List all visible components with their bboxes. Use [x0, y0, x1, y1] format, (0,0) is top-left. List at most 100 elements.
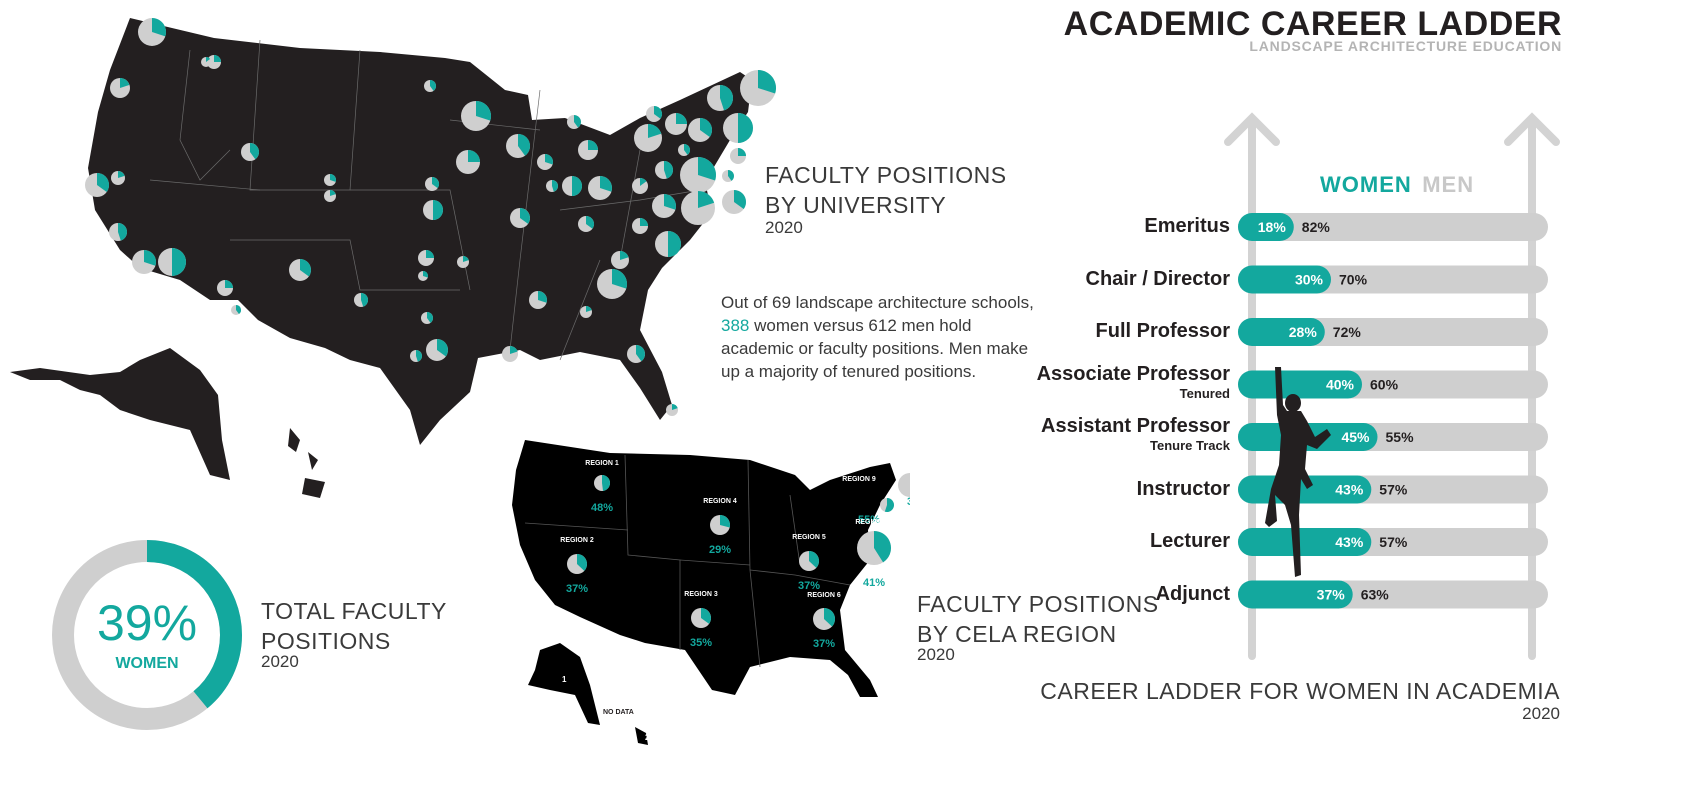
school-pie-39	[588, 176, 612, 200]
bar-men-emeritus	[1238, 213, 1548, 241]
school-pie-29-women-slice	[520, 208, 530, 224]
bar-women-chair-director	[1238, 265, 1331, 294]
school-pie-57	[722, 170, 734, 182]
school-pie-22	[457, 256, 469, 268]
bar-men-label-adjunct: 63%	[1361, 587, 1390, 603]
cela-region-borders	[524, 454, 851, 668]
cela-region-pies: REGION 1 48% REGION 2 37% REGION 3 35% REGION …	[560, 458, 910, 650]
school-pie-3	[207, 55, 221, 69]
cela-region-10-value: 41%	[863, 577, 885, 589]
school-pie-21-women-slice	[423, 271, 428, 278]
school-pie-14	[324, 174, 336, 186]
bar-men-label-emeritus: 82%	[1302, 219, 1331, 235]
school-pie-55	[681, 191, 715, 225]
bar-men-label-full-professor: 72%	[1333, 324, 1362, 340]
ladder-year: 2020	[1522, 704, 1560, 723]
summary-text: Out of 69 landscape architecture schools…	[721, 291, 1051, 383]
school-pie-27-women-slice	[468, 150, 480, 162]
summary-line4: up a majority of tenured positions.	[721, 362, 977, 381]
bar-men-label-associate-professor: 60%	[1370, 377, 1399, 393]
school-pie-36-women-slice	[588, 140, 598, 150]
ladder-label-instructor: Instructor	[1136, 477, 1230, 500]
school-pie-13	[289, 259, 312, 281]
school-pie-53-women-slice	[700, 118, 712, 138]
school-pie-8-women-slice	[118, 223, 127, 241]
school-pie-23-women-slice	[427, 312, 433, 323]
summary-line2: women versus 612 men hold	[754, 316, 972, 335]
school-pie-59-women-slice	[738, 113, 753, 143]
cela-alaska-shape	[528, 643, 600, 725]
school-pie-56-women-slice	[720, 85, 733, 111]
ladder-label-emeritus: Emeritus	[1144, 215, 1230, 237]
university-caption-line1: FACULTY POSITIONS	[765, 162, 1007, 188]
school-pie-56	[707, 85, 733, 111]
school-pie-53	[688, 118, 712, 142]
cela-region-2-value: 37%	[566, 583, 588, 595]
school-pie-28-women-slice	[518, 134, 530, 156]
bar-men-label-assistant-professor: 55%	[1386, 429, 1415, 445]
school-pie-10-women-slice	[172, 248, 186, 276]
cela-region-7-label: REGION 7	[885, 458, 910, 465]
school-pie-62	[666, 404, 678, 416]
school-pie-50	[655, 231, 681, 257]
school-pie-52-women-slice	[684, 144, 691, 155]
school-pie-22-women-slice	[463, 256, 469, 262]
cela-alaska-label: 1	[562, 675, 567, 684]
school-pie-31-women-slice	[538, 291, 547, 303]
page-subtitle: LANDSCAPE ARCHITECTURE EDUCATION	[1249, 38, 1562, 54]
bar-women-label-emeritus: 18%	[1258, 219, 1287, 235]
school-pie-61-women-slice	[758, 70, 776, 94]
school-pie-24	[426, 339, 449, 361]
cela-region-5-pie	[799, 551, 819, 571]
cela-region-5-label: REGION 5	[792, 534, 826, 541]
school-pie-12	[231, 305, 242, 315]
school-pie-5	[241, 143, 259, 161]
school-pie-36	[578, 140, 598, 160]
total-caption: TOTAL FACULTY POSITIONS	[261, 596, 447, 656]
cela-hawaii-shape	[635, 727, 648, 745]
school-pie-58	[722, 190, 746, 214]
summary-line1: Out of 69 landscape architecture schools…	[721, 293, 1034, 312]
cela-region-10-pie	[857, 531, 891, 565]
cela-caption: FACULTY POSITIONS BY CELA REGION	[917, 589, 1159, 649]
bar-women-label-lecturer: 43%	[1335, 534, 1364, 550]
school-pie-47	[634, 124, 662, 152]
school-pie-19-women-slice	[433, 200, 443, 220]
school-pie-41	[597, 269, 627, 299]
donut-center-value: 39%	[97, 595, 197, 651]
school-pie-49-women-slice	[664, 194, 676, 210]
cela-region-9-label: REGION 9	[842, 476, 876, 483]
cela-region-3-pie-women-slice	[701, 608, 711, 624]
school-pie-38-women-slice	[586, 306, 592, 312]
cela-region-6-value: 37%	[813, 638, 835, 650]
school-pie-6	[85, 173, 109, 197]
school-pie-8	[109, 223, 127, 241]
school-pie-47-women-slice	[648, 124, 662, 138]
total-donut-chart: 39% WOMEN	[52, 540, 242, 730]
total-caption-line2: POSITIONS	[261, 628, 391, 654]
school-pie-45-women-slice	[636, 345, 645, 362]
school-pie-14-women-slice	[330, 174, 336, 182]
school-pie-2-women-slice	[120, 78, 130, 88]
cela-region-9-pie	[880, 498, 894, 512]
ladder-caption: CAREER LADDER FOR WOMEN IN ACADEMIA	[1040, 678, 1560, 704]
ladder-right-arrow-icon	[1504, 112, 1560, 146]
climbing-woman-silhouette	[1265, 367, 1331, 577]
school-pie-21	[418, 271, 428, 281]
school-pie-9	[132, 250, 156, 274]
school-pie-15-women-slice	[330, 190, 336, 196]
school-pie-18	[425, 177, 440, 191]
bar-women-emeritus	[1238, 213, 1294, 241]
cela-region-2-label: REGION 2	[560, 537, 594, 544]
school-pie-33-women-slice	[552, 180, 558, 192]
cela-region-1-label: REGION 1	[585, 460, 619, 467]
bar-women-label-assistant-professor: 45%	[1341, 429, 1370, 445]
school-pie-11-women-slice	[225, 280, 233, 288]
school-pie-7-women-slice	[118, 171, 125, 178]
bar-women-label-adjunct: 37%	[1317, 587, 1346, 603]
cela-no-data-label: NO DATA	[603, 709, 634, 716]
bar-women-associate-professor	[1238, 370, 1362, 399]
ladder-left-arrow-icon	[1224, 112, 1280, 146]
cela-region-3-label: REGION 3	[684, 591, 718, 598]
bar-women-lecturer	[1238, 528, 1372, 556]
